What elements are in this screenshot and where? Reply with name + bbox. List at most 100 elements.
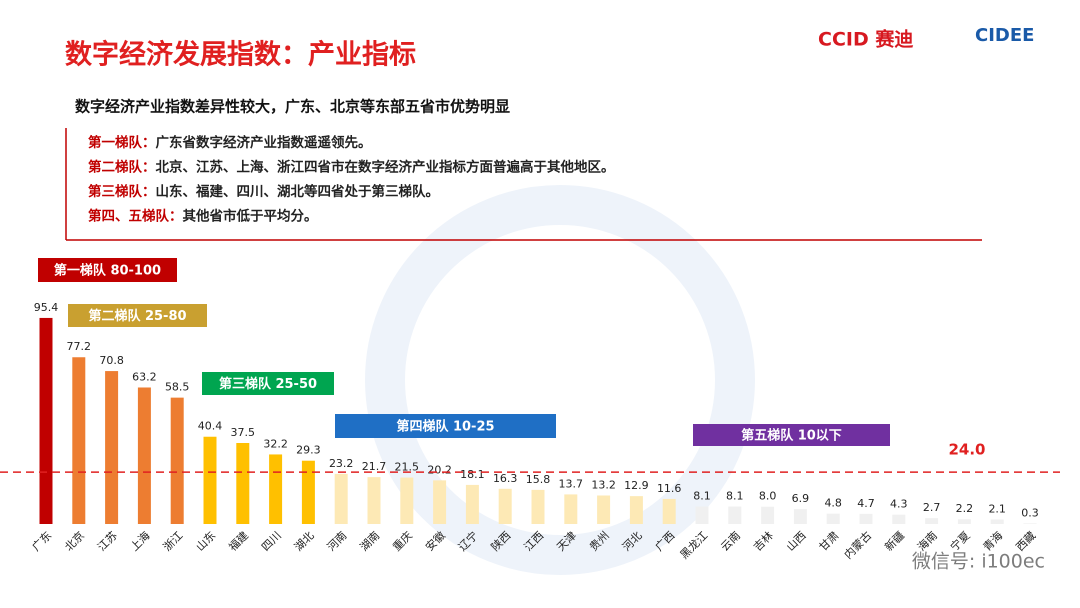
data-label: 20.2: [427, 463, 452, 476]
bar: [990, 519, 1004, 524]
data-label: 15.8: [526, 473, 551, 486]
tier-box: [38, 258, 177, 282]
data-label: 4.8: [824, 497, 842, 510]
bar: [859, 513, 873, 524]
x-tick-label: 北京: [62, 528, 87, 553]
bar: [203, 436, 217, 524]
bar: [301, 460, 315, 524]
x-tick-label: 山东: [193, 529, 218, 554]
data-label: 58.5: [165, 381, 190, 394]
logo-ccid: CCID 赛迪: [818, 28, 913, 51]
data-label: 29.3: [296, 444, 321, 457]
x-tick-label: 甘肃: [817, 529, 842, 554]
note: 第四、五梯队：其他省市低于平均分。: [88, 208, 318, 225]
x-tick-label: 云南: [718, 529, 743, 554]
bar: [793, 509, 807, 524]
data-label: 16.3: [493, 472, 518, 485]
note-tier: 第一梯队：: [88, 134, 156, 151]
bar: [170, 397, 184, 524]
bar: [269, 454, 283, 524]
x-tick-label: 河南: [325, 529, 350, 554]
data-label: 37.5: [231, 426, 256, 439]
bar: [334, 473, 348, 524]
note-text: 山东、福建、四川、湖北等四省处于第三梯队。: [156, 183, 440, 200]
note: 第三梯队：山东、福建、四川、湖北等四省处于第三梯队。: [88, 183, 439, 200]
bar: [564, 494, 578, 524]
bar: [465, 484, 479, 524]
tier-box: [693, 424, 890, 446]
data-label: 4.7: [857, 497, 875, 510]
bar: [957, 519, 971, 524]
bar: [498, 488, 512, 524]
bar: [39, 317, 53, 524]
average-label: 24.0: [948, 441, 985, 459]
watermark: 微信号: i100ec: [912, 551, 1045, 573]
note: 第一梯队：广东省数字经济产业指数遥遥领先。: [88, 134, 372, 151]
data-label: 8.0: [759, 490, 777, 503]
data-label: 63.2: [132, 370, 157, 383]
tier-box: [68, 304, 207, 327]
bar: [105, 371, 119, 524]
data-label: 21.7: [362, 460, 387, 473]
data-label: 8.1: [726, 490, 744, 503]
bar: [137, 387, 151, 524]
bar: [1023, 523, 1037, 524]
data-label: 77.2: [67, 340, 92, 353]
bar: [761, 506, 775, 524]
data-label: 2.7: [923, 501, 941, 514]
tier-label: 第三梯队 25-50: [219, 376, 317, 392]
data-label: 13.2: [591, 478, 616, 491]
note: 第二梯队：北京、江苏、上海、浙江四省市在数字经济产业指标方面普遍高于其他地区。: [88, 159, 615, 176]
x-tick-label: 江苏: [95, 529, 120, 554]
bar: [400, 477, 414, 524]
data-label: 18.1: [460, 468, 485, 481]
data-label: 4.3: [890, 498, 908, 511]
data-label: 21.5: [395, 461, 420, 474]
note-tier: 第二梯队：: [88, 159, 156, 176]
data-label: 95.4: [34, 301, 59, 314]
x-tick-label: 吉林: [750, 528, 775, 553]
logo-cidee: CIDEE: [975, 25, 1034, 46]
data-label: 0.3: [1021, 506, 1039, 519]
data-label: 11.6: [657, 482, 682, 495]
x-tick-label: 上海: [127, 528, 152, 553]
x-tick-label: 四川: [259, 529, 284, 554]
x-tick-label: 湖南: [357, 529, 382, 554]
bar: [695, 506, 709, 524]
bar: [367, 477, 381, 524]
note-text: 其他省市低于平均分。: [183, 208, 318, 225]
bar: [629, 496, 643, 524]
data-label: 12.9: [624, 479, 649, 492]
tier-label: 第二梯队 25-80: [88, 308, 186, 324]
x-tick-label: 重庆: [390, 528, 415, 553]
subtitle: 数字经济产业指数差异性较大，广东、北京等东部五省市优势明显: [75, 98, 510, 116]
x-tick-label: 湖北: [292, 529, 317, 554]
bar: [826, 513, 840, 524]
data-label: 32.2: [263, 437, 288, 450]
bar: [892, 514, 906, 524]
title: 数字经济发展指数：产业指标: [65, 39, 416, 71]
bar: [925, 518, 939, 524]
note-text: 北京、江苏、上海、浙江四省市在数字经济产业指标方面普遍高于其他地区。: [156, 159, 615, 176]
bar: [72, 357, 86, 524]
data-label: 13.7: [559, 477, 584, 490]
data-label: 2.1: [988, 502, 1006, 515]
data-label: 8.1: [693, 490, 711, 503]
x-tick-label: 广东: [29, 529, 54, 554]
tier-label: 第四梯队 10-25: [396, 419, 494, 435]
data-label: 23.2: [329, 457, 354, 470]
x-tick-label: 福建: [226, 528, 251, 553]
data-label: 6.9: [792, 492, 810, 505]
x-tick-label: 黑龙江: [678, 529, 711, 562]
note-tier: 第四、五梯队：: [88, 208, 183, 225]
tier-box: [335, 414, 556, 438]
bar: [433, 480, 447, 524]
note-tier: 第三梯队：: [88, 183, 156, 200]
bar: [597, 495, 611, 524]
note-text: 广东省数字经济产业指数遥遥领先。: [156, 134, 372, 151]
x-tick-label: 浙江: [161, 529, 186, 554]
tier-label: 第五梯队 10以下: [741, 428, 842, 444]
tier-box: [202, 372, 334, 395]
data-label: 40.4: [198, 420, 223, 433]
